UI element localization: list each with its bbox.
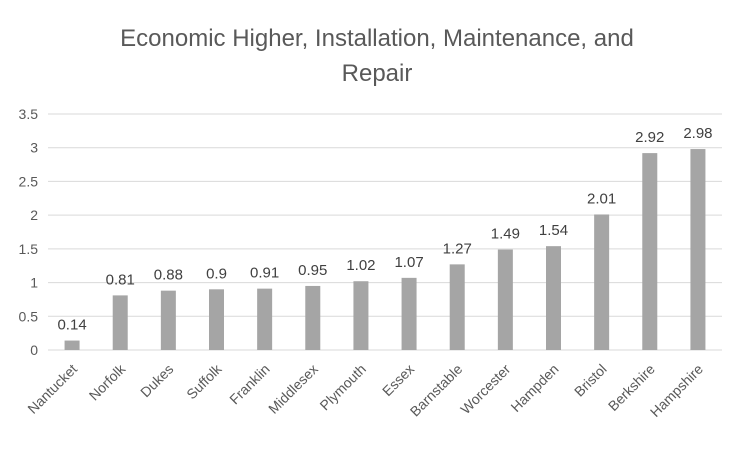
bar-dukes: [160, 290, 176, 350]
category-label: Franklin: [226, 361, 273, 408]
data-label: 0.81: [106, 271, 135, 288]
category-label: Dukes: [137, 361, 176, 400]
data-label: 0.88: [154, 267, 183, 284]
category-label: Barnstable: [407, 361, 466, 420]
category-label: Essex: [379, 361, 417, 399]
bar-nantucket: [64, 340, 80, 350]
bar-essex: [401, 277, 417, 350]
data-label: 0.9: [206, 265, 227, 282]
data-label: 2.98: [683, 125, 712, 142]
y-tick-label: 3.5: [19, 106, 39, 122]
y-tick-label: 1.5: [19, 241, 39, 257]
y-axis-tick-labels: 0 0.5 1 1.5 2 2.5 3 3.5: [19, 106, 39, 358]
bar-franklin: [257, 288, 273, 350]
category-label: Hampden: [507, 361, 561, 415]
data-label: 1.02: [346, 257, 375, 274]
gridlines: [48, 113, 722, 351]
category-label: Worcester: [457, 361, 513, 417]
y-tick-label: 1: [30, 275, 38, 291]
category-label: Bristol: [571, 361, 610, 400]
bar-bristol: [594, 214, 610, 350]
bar-suffolk: [209, 289, 224, 350]
data-label: 1.54: [539, 222, 568, 239]
data-label: 0.14: [57, 317, 86, 334]
y-tick-label: 3: [30, 140, 38, 156]
data-label: 0.95: [298, 262, 327, 279]
bar-norfolk: [112, 295, 128, 350]
data-label: 0.91: [250, 265, 279, 282]
category-label: Nantucket: [24, 361, 80, 417]
data-label: 1.27: [443, 240, 472, 257]
category-label: Middlesex: [265, 361, 321, 417]
data-label: 1.07: [394, 254, 423, 271]
data-label: 2.01: [587, 190, 616, 207]
category-label: Norfolk: [86, 360, 129, 403]
bar-hampshire: [690, 149, 706, 350]
bars: [64, 149, 706, 350]
data-labels: 0.14 0.81 0.88 0.9 0.91 0.95 1.02 1.07 1.27 1.49 1…: [57, 125, 712, 333]
category-label: Suffolk: [183, 360, 225, 402]
y-tick-label: 2: [30, 207, 38, 223]
data-label: 1.49: [491, 226, 520, 243]
bar-berkshire: [642, 153, 658, 350]
bar-barnstable: [449, 264, 465, 350]
y-tick-label: 2.5: [19, 173, 39, 189]
bar-worcester: [497, 249, 513, 350]
bar-plymouth: [353, 281, 369, 350]
data-label: 2.92: [635, 129, 664, 146]
bar-hampden: [546, 246, 561, 350]
category-labels: Nantucket Norfolk Dukes Suffolk FranklinMidd…: [24, 360, 706, 420]
y-tick-label: 0.5: [19, 308, 39, 324]
category-label: Plymouth: [316, 361, 369, 414]
y-tick-label: 0: [30, 342, 38, 358]
category-label: Hampshire: [647, 361, 706, 420]
chart-title-line-1: Economic Higher, Installation, Maintenan…: [120, 25, 634, 52]
chart-title-line-2: Repair: [342, 60, 413, 87]
bar-middlesex: [305, 285, 321, 350]
